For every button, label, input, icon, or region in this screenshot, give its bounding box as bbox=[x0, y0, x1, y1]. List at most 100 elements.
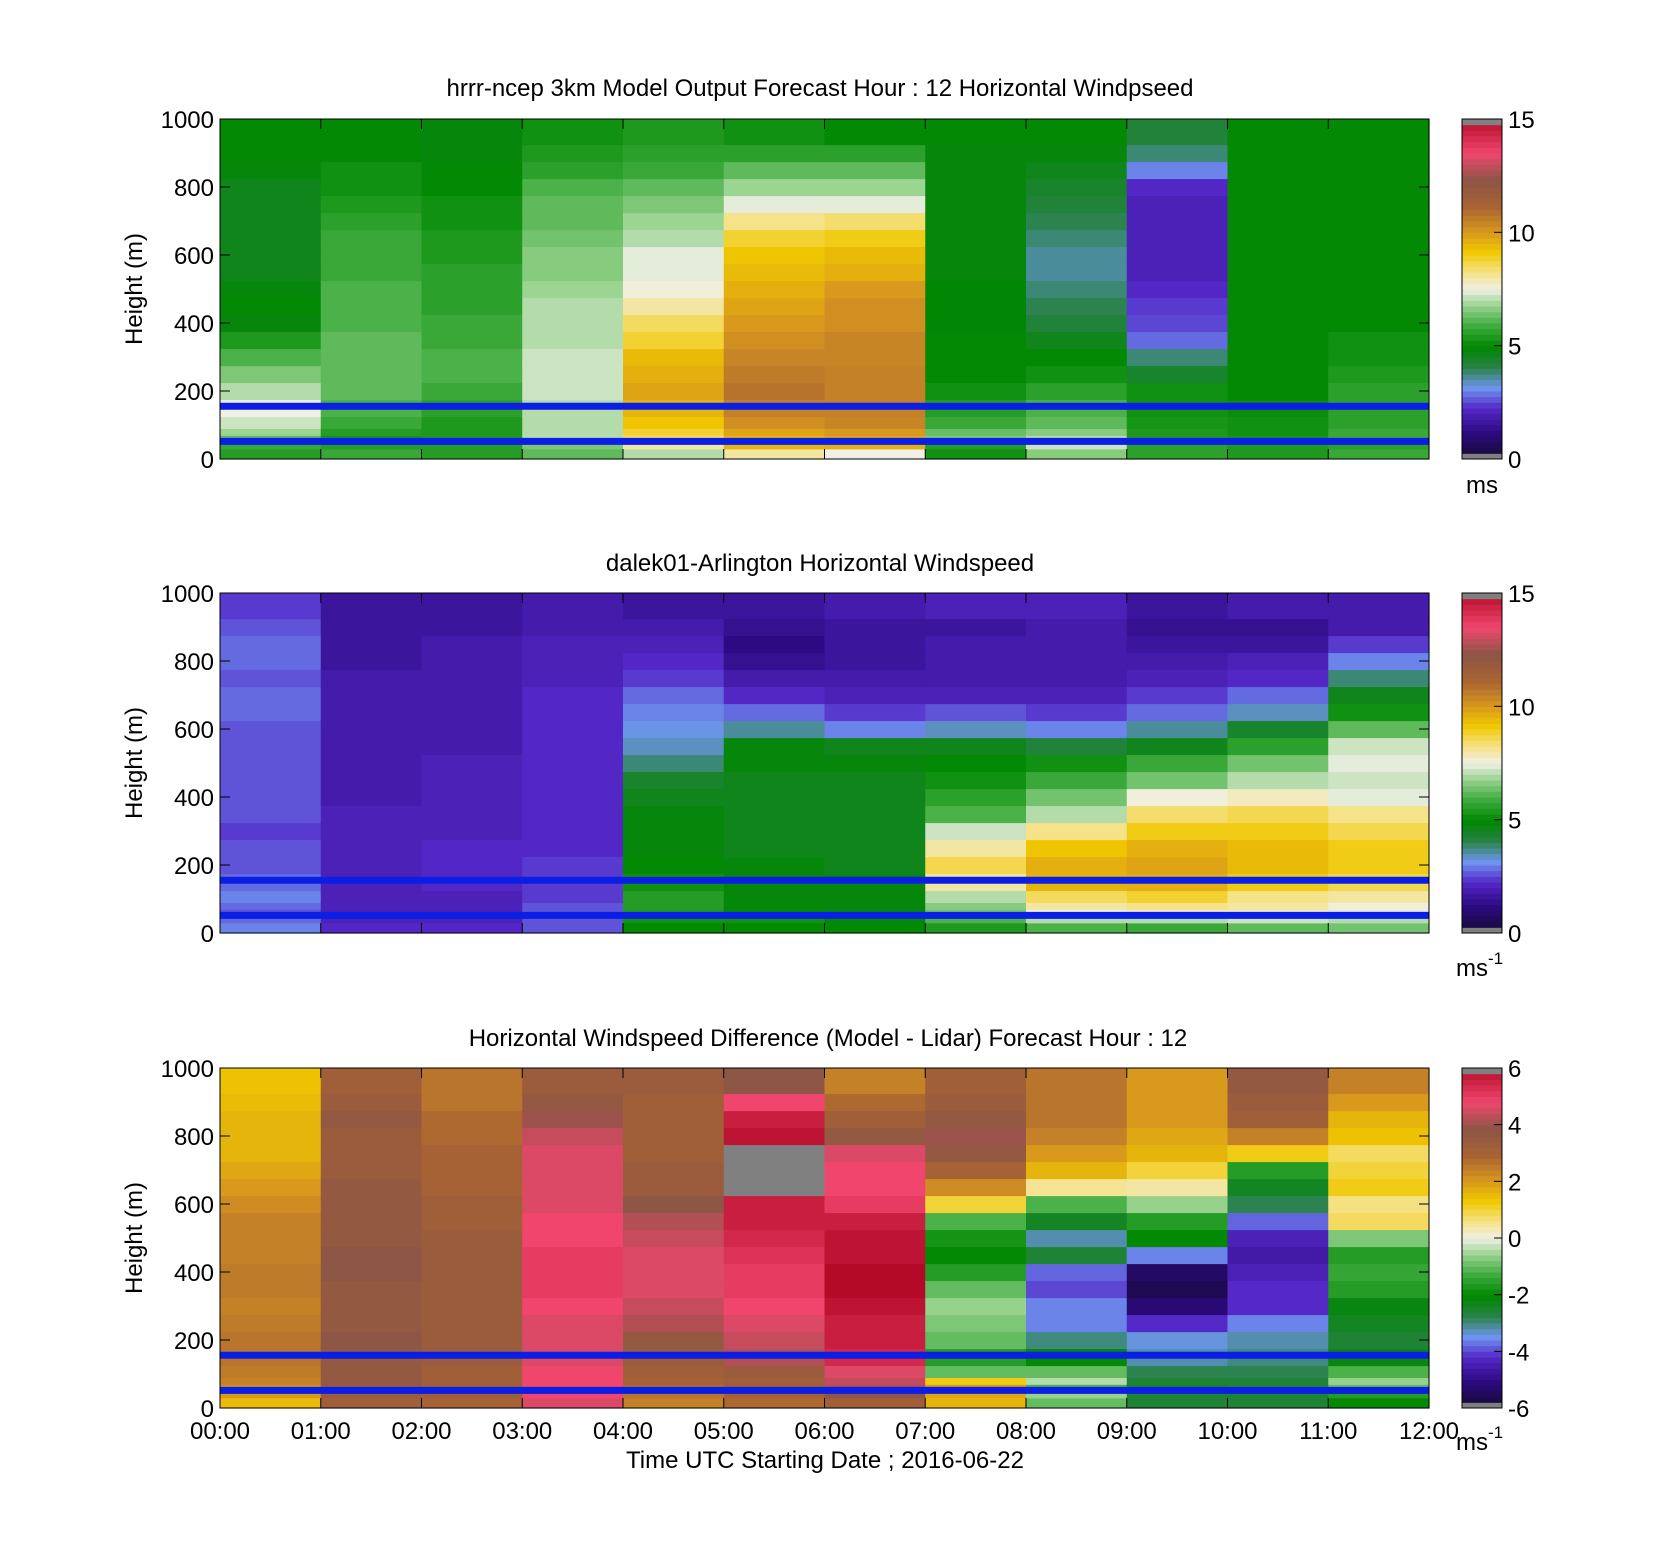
colorbar-segment bbox=[1462, 413, 1502, 420]
colorbar-segment bbox=[1462, 1096, 1502, 1103]
panel-model: hrrr-ncep 3km Model Output Forecast Hour… bbox=[121, 75, 1535, 499]
colorbar-segment bbox=[1462, 232, 1502, 239]
heatmap-cell bbox=[1328, 297, 1430, 316]
heatmap-cell bbox=[1126, 1093, 1229, 1112]
heatmap-cell bbox=[1328, 669, 1430, 688]
heatmap-cell bbox=[723, 1365, 826, 1378]
heatmap-cell bbox=[1328, 178, 1430, 197]
heatmap-cell bbox=[220, 1161, 322, 1180]
heatmap-cell bbox=[320, 119, 423, 146]
heatmap-cell bbox=[421, 922, 523, 934]
colorbar-segment bbox=[1462, 1255, 1502, 1262]
heatmap-cell bbox=[623, 365, 725, 384]
heatmap-cell bbox=[1328, 1297, 1430, 1316]
heatmap-cell bbox=[925, 902, 1027, 910]
heatmap-cell bbox=[824, 119, 926, 146]
heatmap-cell bbox=[1328, 856, 1430, 875]
heatmap-cell bbox=[1328, 1093, 1430, 1112]
heatmap-cell bbox=[1328, 246, 1430, 265]
heatmap-cell bbox=[320, 686, 423, 705]
heatmap-cell bbox=[522, 1391, 624, 1399]
heatmap-cell bbox=[623, 1178, 725, 1197]
heatmap-cell bbox=[1227, 1397, 1329, 1409]
heatmap-cell bbox=[824, 737, 926, 756]
heatmap-cell bbox=[220, 1263, 322, 1282]
heatmap-cell bbox=[723, 119, 826, 146]
y-tick-label: 400 bbox=[174, 1260, 214, 1287]
heatmap-cell bbox=[1126, 1314, 1229, 1333]
heatmap-cell bbox=[623, 1093, 725, 1112]
colorbar-segment bbox=[1462, 842, 1502, 849]
heatmap-cell bbox=[1126, 1161, 1229, 1180]
heatmap-cell bbox=[824, 280, 926, 299]
colorbar-segment bbox=[1462, 763, 1502, 770]
heatmap-cell bbox=[623, 212, 725, 231]
heatmap-cell bbox=[623, 1377, 725, 1385]
colorbar-segment bbox=[1462, 757, 1502, 764]
heatmap-cell bbox=[925, 754, 1027, 773]
colorbar-tick-label: 0 bbox=[1508, 921, 1521, 948]
y-tick-label: 600 bbox=[174, 1192, 214, 1219]
colorbar-segment bbox=[1462, 1402, 1502, 1409]
heatmap-cell bbox=[220, 669, 322, 688]
colorbar-segment bbox=[1462, 136, 1502, 143]
heatmap-cell bbox=[723, 720, 826, 739]
colorbar-segment bbox=[1462, 1187, 1502, 1194]
heatmap-cell bbox=[1026, 1161, 1128, 1180]
heatmap-cell bbox=[723, 382, 826, 401]
y-tick-label: 0 bbox=[201, 447, 214, 474]
heatmap-cell bbox=[623, 922, 725, 934]
heatmap-cell bbox=[1227, 144, 1329, 163]
heatmap-cell bbox=[824, 1365, 926, 1378]
heatmap-cell bbox=[824, 348, 926, 367]
colorbar-segment bbox=[1462, 306, 1502, 313]
heatmap-cell bbox=[623, 754, 725, 773]
heatmap-cell bbox=[723, 331, 826, 350]
heatmap-cell bbox=[1126, 754, 1229, 773]
heatmap-cell bbox=[522, 1397, 624, 1409]
heatmap-cell bbox=[220, 635, 322, 654]
heatmap-cell bbox=[1026, 365, 1128, 384]
panel-difference-unit-base: ms bbox=[1456, 1429, 1488, 1456]
heatmap-cell bbox=[623, 280, 725, 299]
heatmap-cell bbox=[925, 331, 1027, 350]
colorbar-segment bbox=[1462, 916, 1502, 923]
heatmap-cell bbox=[1328, 720, 1430, 739]
heatmap-cell bbox=[1328, 703, 1430, 722]
heatmap-cell bbox=[925, 280, 1027, 299]
heatmap-cell bbox=[925, 1314, 1027, 1333]
heatmap-cell bbox=[1026, 754, 1128, 773]
heatmap-cell bbox=[623, 593, 725, 620]
heatmap-cell bbox=[1328, 448, 1430, 460]
heatmap-cell bbox=[824, 1144, 926, 1163]
heatmap-cell bbox=[421, 856, 523, 875]
heatmap-cell bbox=[623, 737, 725, 756]
y-tick-label: 800 bbox=[174, 649, 214, 676]
heatmap-cell bbox=[623, 382, 725, 401]
heatmap-cell bbox=[522, 1263, 624, 1282]
heatmap-cell bbox=[824, 890, 926, 903]
heatmap-cell bbox=[1026, 119, 1128, 146]
heatmap-cell bbox=[824, 448, 926, 460]
heatmap-cell bbox=[1227, 297, 1329, 316]
colorbar-segment bbox=[1462, 119, 1502, 126]
heatmap-cell bbox=[824, 1212, 926, 1231]
heatmap-cell bbox=[1026, 771, 1128, 790]
heatmap-cell bbox=[925, 1212, 1027, 1231]
heatmap-cell bbox=[824, 263, 926, 282]
heatmap-cell bbox=[1026, 1280, 1128, 1299]
heatmap-cell bbox=[1328, 1377, 1430, 1385]
heatmap-cell bbox=[522, 856, 624, 875]
heatmap-cell bbox=[723, 1280, 826, 1299]
heatmap-cell bbox=[1126, 720, 1229, 739]
heatmap-cell bbox=[1328, 916, 1430, 924]
heatmap-cell bbox=[824, 754, 926, 773]
colorbar-segment bbox=[1462, 147, 1502, 154]
heatmap-cell bbox=[522, 788, 624, 807]
heatmap-cell bbox=[925, 771, 1027, 790]
heatmap-cell bbox=[1126, 280, 1229, 299]
heatmap-cell bbox=[623, 771, 725, 790]
heatmap-cell bbox=[320, 1178, 423, 1197]
heatmap-cell bbox=[1026, 669, 1128, 688]
heatmap-cell bbox=[824, 365, 926, 384]
